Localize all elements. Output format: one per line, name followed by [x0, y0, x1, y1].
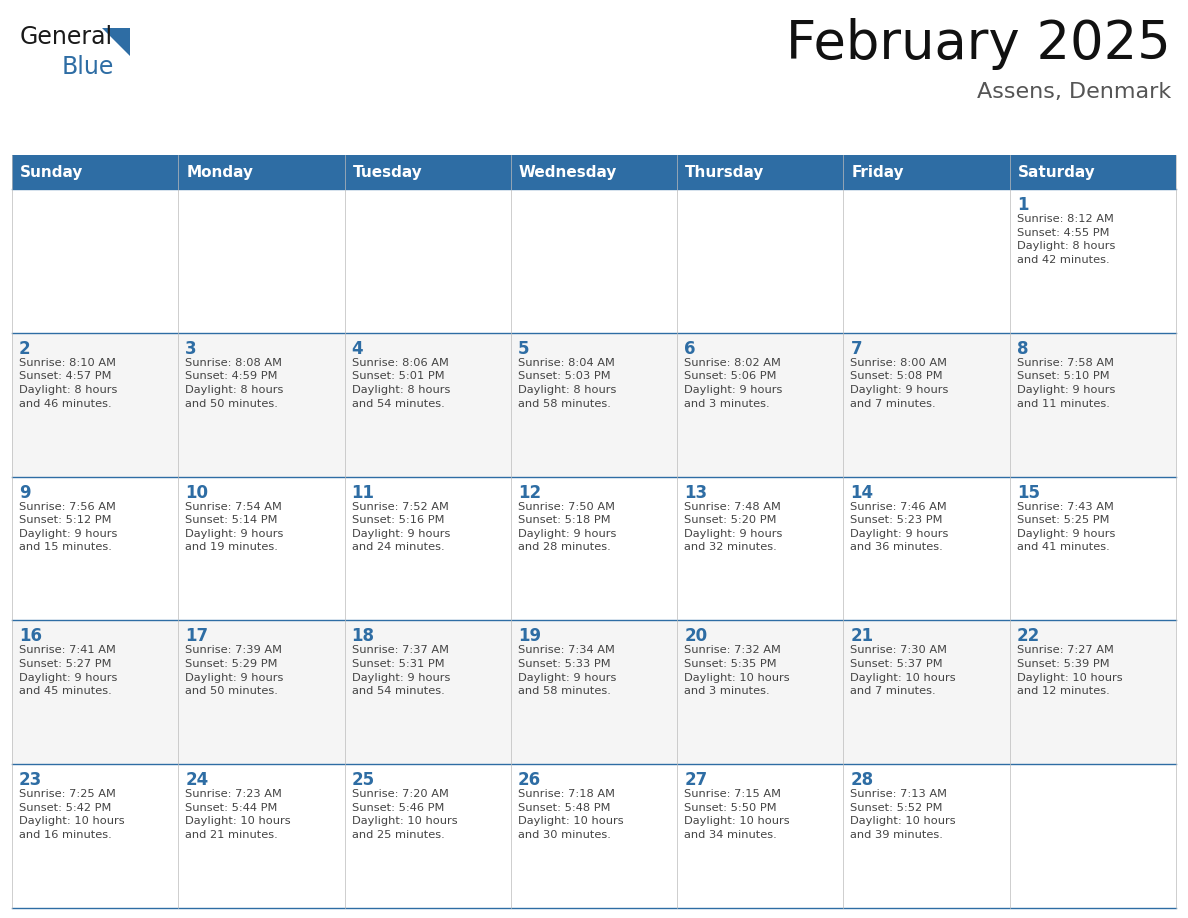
Text: Monday: Monday — [187, 164, 253, 180]
Text: Thursday: Thursday — [685, 164, 765, 180]
Text: Sunrise: 7:20 AM
Sunset: 5:46 PM
Daylight: 10 hours
and 25 minutes.: Sunrise: 7:20 AM Sunset: 5:46 PM Dayligh… — [352, 789, 457, 840]
Bar — [12, 189, 1176, 333]
Text: 23: 23 — [19, 771, 43, 789]
Text: Sunrise: 7:25 AM
Sunset: 5:42 PM
Daylight: 10 hours
and 16 minutes.: Sunrise: 7:25 AM Sunset: 5:42 PM Dayligh… — [19, 789, 125, 840]
Text: Saturday: Saturday — [1018, 164, 1095, 180]
Bar — [345, 155, 511, 189]
Text: 3: 3 — [185, 340, 197, 358]
Bar — [12, 621, 1176, 764]
Text: Wednesday: Wednesday — [519, 164, 618, 180]
Text: Sunrise: 7:15 AM
Sunset: 5:50 PM
Daylight: 10 hours
and 34 minutes.: Sunrise: 7:15 AM Sunset: 5:50 PM Dayligh… — [684, 789, 790, 840]
Text: 6: 6 — [684, 340, 696, 358]
Text: 4: 4 — [352, 340, 364, 358]
Text: Sunrise: 7:30 AM
Sunset: 5:37 PM
Daylight: 10 hours
and 7 minutes.: Sunrise: 7:30 AM Sunset: 5:37 PM Dayligh… — [851, 645, 956, 696]
Text: 9: 9 — [19, 484, 31, 501]
Text: 25: 25 — [352, 771, 374, 789]
Text: 15: 15 — [1017, 484, 1040, 501]
Text: 27: 27 — [684, 771, 707, 789]
Text: February 2025: February 2025 — [786, 18, 1171, 70]
Text: 7: 7 — [851, 340, 862, 358]
Text: 8: 8 — [1017, 340, 1029, 358]
Text: Sunrise: 7:37 AM
Sunset: 5:31 PM
Daylight: 9 hours
and 54 minutes.: Sunrise: 7:37 AM Sunset: 5:31 PM Dayligh… — [352, 645, 450, 696]
Text: Sunrise: 8:12 AM
Sunset: 4:55 PM
Daylight: 8 hours
and 42 minutes.: Sunrise: 8:12 AM Sunset: 4:55 PM Dayligh… — [1017, 214, 1116, 264]
Text: Sunrise: 7:18 AM
Sunset: 5:48 PM
Daylight: 10 hours
and 30 minutes.: Sunrise: 7:18 AM Sunset: 5:48 PM Dayligh… — [518, 789, 624, 840]
Text: General: General — [20, 25, 113, 49]
Text: Friday: Friday — [852, 164, 904, 180]
Text: Sunrise: 7:56 AM
Sunset: 5:12 PM
Daylight: 9 hours
and 15 minutes.: Sunrise: 7:56 AM Sunset: 5:12 PM Dayligh… — [19, 501, 118, 553]
Bar — [1010, 155, 1176, 189]
Text: Sunrise: 8:06 AM
Sunset: 5:01 PM
Daylight: 8 hours
and 54 minutes.: Sunrise: 8:06 AM Sunset: 5:01 PM Dayligh… — [352, 358, 450, 409]
Text: Sunrise: 7:46 AM
Sunset: 5:23 PM
Daylight: 9 hours
and 36 minutes.: Sunrise: 7:46 AM Sunset: 5:23 PM Dayligh… — [851, 501, 949, 553]
Text: 10: 10 — [185, 484, 208, 501]
Text: Sunrise: 7:13 AM
Sunset: 5:52 PM
Daylight: 10 hours
and 39 minutes.: Sunrise: 7:13 AM Sunset: 5:52 PM Dayligh… — [851, 789, 956, 840]
Text: Sunrise: 8:02 AM
Sunset: 5:06 PM
Daylight: 9 hours
and 3 minutes.: Sunrise: 8:02 AM Sunset: 5:06 PM Dayligh… — [684, 358, 783, 409]
Text: 24: 24 — [185, 771, 209, 789]
Text: 16: 16 — [19, 627, 42, 645]
Text: Sunrise: 8:08 AM
Sunset: 4:59 PM
Daylight: 8 hours
and 50 minutes.: Sunrise: 8:08 AM Sunset: 4:59 PM Dayligh… — [185, 358, 284, 409]
Text: Sunrise: 7:54 AM
Sunset: 5:14 PM
Daylight: 9 hours
and 19 minutes.: Sunrise: 7:54 AM Sunset: 5:14 PM Dayligh… — [185, 501, 284, 553]
Text: Sunrise: 7:32 AM
Sunset: 5:35 PM
Daylight: 10 hours
and 3 minutes.: Sunrise: 7:32 AM Sunset: 5:35 PM Dayligh… — [684, 645, 790, 696]
Text: Sunrise: 7:41 AM
Sunset: 5:27 PM
Daylight: 9 hours
and 45 minutes.: Sunrise: 7:41 AM Sunset: 5:27 PM Dayligh… — [19, 645, 118, 696]
Text: 14: 14 — [851, 484, 873, 501]
Text: 19: 19 — [518, 627, 541, 645]
Text: Sunrise: 7:27 AM
Sunset: 5:39 PM
Daylight: 10 hours
and 12 minutes.: Sunrise: 7:27 AM Sunset: 5:39 PM Dayligh… — [1017, 645, 1123, 696]
Bar — [12, 476, 1176, 621]
Bar — [677, 155, 843, 189]
Text: 17: 17 — [185, 627, 208, 645]
Text: Tuesday: Tuesday — [353, 164, 422, 180]
Text: Sunrise: 8:04 AM
Sunset: 5:03 PM
Daylight: 8 hours
and 58 minutes.: Sunrise: 8:04 AM Sunset: 5:03 PM Dayligh… — [518, 358, 617, 409]
Text: Sunrise: 7:50 AM
Sunset: 5:18 PM
Daylight: 9 hours
and 28 minutes.: Sunrise: 7:50 AM Sunset: 5:18 PM Dayligh… — [518, 501, 617, 553]
Text: Sunrise: 7:39 AM
Sunset: 5:29 PM
Daylight: 9 hours
and 50 minutes.: Sunrise: 7:39 AM Sunset: 5:29 PM Dayligh… — [185, 645, 284, 696]
Bar — [12, 333, 1176, 476]
Text: 11: 11 — [352, 484, 374, 501]
Text: 12: 12 — [518, 484, 541, 501]
Text: 20: 20 — [684, 627, 707, 645]
Text: 21: 21 — [851, 627, 873, 645]
Text: 28: 28 — [851, 771, 873, 789]
Text: Sunrise: 7:48 AM
Sunset: 5:20 PM
Daylight: 9 hours
and 32 minutes.: Sunrise: 7:48 AM Sunset: 5:20 PM Dayligh… — [684, 501, 783, 553]
Text: Sunrise: 8:00 AM
Sunset: 5:08 PM
Daylight: 9 hours
and 7 minutes.: Sunrise: 8:00 AM Sunset: 5:08 PM Dayligh… — [851, 358, 949, 409]
Bar — [843, 155, 1010, 189]
Text: 22: 22 — [1017, 627, 1040, 645]
Text: 1: 1 — [1017, 196, 1029, 214]
Text: 18: 18 — [352, 627, 374, 645]
Text: Sunrise: 7:43 AM
Sunset: 5:25 PM
Daylight: 9 hours
and 41 minutes.: Sunrise: 7:43 AM Sunset: 5:25 PM Dayligh… — [1017, 501, 1116, 553]
Text: 2: 2 — [19, 340, 31, 358]
Text: Blue: Blue — [62, 55, 114, 79]
Text: 13: 13 — [684, 484, 707, 501]
Text: Assens, Denmark: Assens, Denmark — [977, 82, 1171, 102]
Text: Sunrise: 7:34 AM
Sunset: 5:33 PM
Daylight: 9 hours
and 58 minutes.: Sunrise: 7:34 AM Sunset: 5:33 PM Dayligh… — [518, 645, 617, 696]
Text: Sunrise: 7:23 AM
Sunset: 5:44 PM
Daylight: 10 hours
and 21 minutes.: Sunrise: 7:23 AM Sunset: 5:44 PM Dayligh… — [185, 789, 291, 840]
Text: Sunrise: 7:52 AM
Sunset: 5:16 PM
Daylight: 9 hours
and 24 minutes.: Sunrise: 7:52 AM Sunset: 5:16 PM Dayligh… — [352, 501, 450, 553]
Bar — [511, 155, 677, 189]
Bar — [12, 155, 178, 189]
Text: Sunrise: 8:10 AM
Sunset: 4:57 PM
Daylight: 8 hours
and 46 minutes.: Sunrise: 8:10 AM Sunset: 4:57 PM Dayligh… — [19, 358, 118, 409]
Bar — [12, 764, 1176, 908]
Text: 5: 5 — [518, 340, 530, 358]
Bar — [178, 155, 345, 189]
Text: Sunday: Sunday — [20, 164, 83, 180]
Polygon shape — [102, 28, 129, 56]
Text: 26: 26 — [518, 771, 541, 789]
Text: Sunrise: 7:58 AM
Sunset: 5:10 PM
Daylight: 9 hours
and 11 minutes.: Sunrise: 7:58 AM Sunset: 5:10 PM Dayligh… — [1017, 358, 1116, 409]
